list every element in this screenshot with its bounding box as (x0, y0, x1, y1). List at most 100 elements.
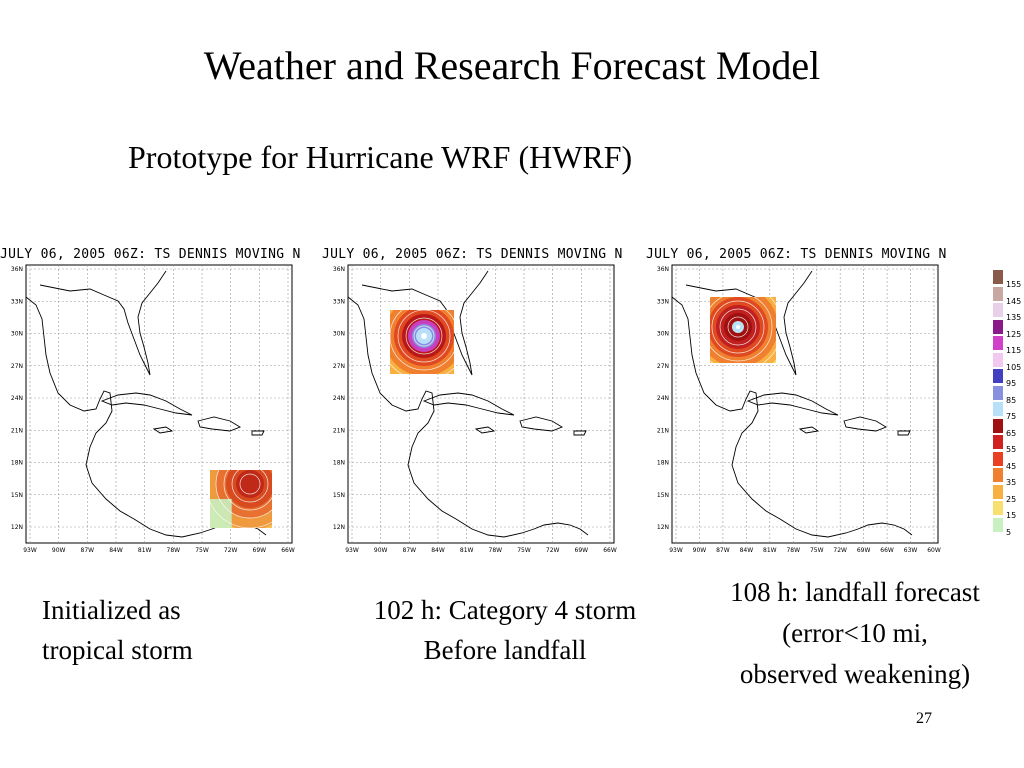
lon-tick-label: 66W (281, 547, 295, 554)
lon-tick-label: 66W (880, 547, 894, 554)
caption-line: observed weakening) (739, 659, 971, 689)
forecast-map-panel-3: JULY 06, 2005 06Z: TS DENNIS MOVING NEST… (646, 243, 946, 555)
coastline (197, 416, 242, 432)
lon-tick-label: 87W (403, 547, 417, 554)
coastline (897, 430, 911, 436)
lat-tick-label: 36N (657, 266, 669, 273)
lon-tick-label: 84W (109, 547, 123, 554)
lat-tick-label: 21N (333, 427, 345, 434)
colorbar-label: 25 (1006, 494, 1017, 504)
coastline (422, 392, 515, 416)
colorbar-label: 85 (1006, 395, 1017, 405)
colorbar-label: 5 (1006, 527, 1012, 537)
lon-tick-label: 81W (763, 547, 777, 554)
colorbar-swatch (993, 369, 1003, 383)
lat-tick-label: 12N (11, 524, 23, 531)
lat-tick-label: 24N (333, 395, 345, 402)
lon-tick-label: 75W (517, 547, 531, 554)
colorbar-label: 155 (1006, 280, 1022, 289)
lon-tick-label: 81W (138, 547, 152, 554)
coastline (843, 416, 888, 432)
lat-tick-label: 33N (333, 298, 345, 305)
lat-tick-label: 12N (333, 524, 345, 531)
colorbar-label: 35 (1006, 478, 1017, 487)
coastline (152, 426, 174, 434)
colorbar-swatch (993, 286, 1003, 301)
lat-tick-label: 15N (11, 492, 23, 499)
panel-header: JULY 06, 2005 06Z: TS DENNIS MOVING NEST… (646, 247, 946, 262)
coastline (347, 296, 457, 520)
caption-panel-3: 108 h: landfall forecast (error<10 mi, o… (692, 572, 1018, 695)
lat-tick-label: 30N (11, 331, 23, 338)
slide-title: Weather and Research Forecast Model (203, 43, 821, 88)
colorbar-swatch (993, 352, 1003, 367)
colorbar-swatch (993, 484, 1003, 499)
lon-tick-label: 93W (669, 547, 683, 554)
colorbar-swatch (993, 336, 1003, 350)
lat-tick-label: 18N (657, 460, 669, 467)
caption-line: (error<10 mi, (782, 618, 928, 648)
lat-tick-label: 18N (11, 460, 23, 467)
colorbar-swatch (993, 435, 1003, 449)
lat-tick-label: 24N (11, 395, 23, 402)
hurricane-map: 36N 33N 30N 27N 24N 21N 18N 15N 12N 93W 90W 87W 84W 8… (11, 264, 295, 554)
lon-tick-label: 60W (927, 547, 941, 554)
colorbar-label: 125 (1006, 329, 1022, 339)
storm-nest (390, 310, 454, 374)
colorbar-label: 135 (1006, 313, 1022, 322)
lon-tick-label: 69W (575, 547, 589, 554)
colorbar-label: 95 (1006, 379, 1017, 388)
slide-subtitle: Prototype for Hurricane WRF (HWRF) (128, 139, 633, 175)
lon-tick-label: 75W (195, 547, 209, 554)
lat-tick-label: 27N (657, 363, 669, 370)
storm-nest (710, 297, 776, 363)
hurricane-map: 36N 33N 30N 27N 24N 21N 18N 15N 12N 93W 90W 87W 84W 8… (657, 264, 941, 554)
lat-tick-label: 33N (11, 298, 23, 305)
colorbar-label: 65 (1006, 428, 1017, 438)
lon-tick-label: 87W (716, 547, 730, 554)
lon-tick-label: 66W (603, 547, 617, 554)
coastline (746, 392, 839, 416)
coastline (100, 392, 193, 416)
colorbar-label: 75 (1006, 412, 1017, 421)
colorbar-label: 55 (1006, 445, 1017, 454)
caption-panel-2: 102 h: Category 4 storm Before landfall (338, 590, 672, 670)
coastline (251, 430, 265, 436)
coastline (779, 518, 913, 538)
lat-tick-label: 27N (11, 363, 23, 370)
coastline (455, 518, 589, 538)
lon-tick-label: 75W (810, 547, 824, 554)
coastline (573, 430, 587, 436)
map-frame (347, 264, 615, 544)
colorbar-swatch (993, 402, 1003, 416)
coastline (361, 270, 489, 376)
panel-header: JULY 06, 2005 06Z: TS DENNIS MOVING NEST (0, 247, 300, 262)
colorbar-swatch (993, 319, 1003, 334)
forecast-map-panel-1: JULY 06, 2005 06Z: TS DENNIS MOVING NEST… (0, 243, 300, 555)
lon-tick-label: 84W (431, 547, 445, 554)
lon-tick-label: 69W (857, 547, 871, 554)
caption-line: 102 h: Category 4 storm (373, 595, 637, 625)
lon-tick-label: 93W (23, 547, 37, 554)
lon-tick-label: 93W (345, 547, 359, 554)
lon-tick-label: 78W (489, 547, 503, 554)
lon-tick-label: 78W (167, 547, 181, 554)
lat-tick-label: 15N (333, 492, 345, 499)
hurricane-map: 36N 33N 30N 27N 24N 21N 18N 15N 12N 93W 90W 87W 84W 8… (333, 264, 617, 554)
coastline (474, 426, 496, 434)
coastline (685, 270, 813, 376)
lon-tick-label: 90W (693, 547, 707, 554)
coastline (671, 296, 781, 520)
lat-tick-label: 36N (333, 266, 345, 273)
colorbar-label: 15 (1006, 511, 1017, 520)
lat-tick-label: 21N (657, 427, 669, 434)
lon-tick-label: 72W (546, 547, 560, 554)
lat-tick-label: 18N (333, 460, 345, 467)
wind-speed-colorbar: 155 145 135 125 115 105 95 85 75 65 55 45 35 25 15 5 (993, 270, 1021, 540)
colorbar-swatch (993, 385, 1003, 400)
caption-panel-1: Initialized as tropical storm (42, 590, 193, 670)
lat-tick-label: 12N (657, 524, 669, 531)
lat-tick-label: 24N (657, 395, 669, 402)
lat-tick-label: 21N (11, 427, 23, 434)
panel-header: JULY 06, 2005 06Z: TS DENNIS MOVING NEST (322, 247, 622, 262)
